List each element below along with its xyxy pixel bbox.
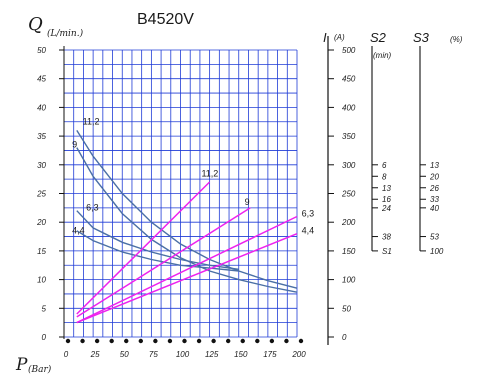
x-axis-dot — [196, 338, 202, 344]
x-tick-label: 25 — [90, 350, 100, 359]
x-axis-dot — [94, 338, 100, 344]
x-axis-dot — [211, 338, 216, 344]
flow-curve — [76, 210, 239, 270]
current-axis-label: I — [323, 30, 327, 45]
x-axis-dot — [298, 338, 304, 344]
s2-tick-label: 8 — [382, 172, 387, 181]
x-axis-dot — [182, 338, 187, 344]
current-tick-label: 350 — [342, 132, 356, 141]
flow-curve — [76, 230, 239, 272]
x-axis-dot — [269, 338, 275, 344]
curve-label: 11,2 — [201, 168, 218, 178]
current-line — [76, 215, 298, 324]
x-axis-dot — [255, 338, 260, 344]
x-tick-label: 100 — [176, 350, 190, 359]
s3-axis-label: S3 — [413, 30, 430, 45]
flow-curves — [76, 130, 298, 293]
current-tick-label: 500 — [342, 46, 356, 55]
y-tick-label: 45 — [37, 75, 46, 84]
y-tick-label: 30 — [37, 161, 46, 170]
current-lines — [76, 181, 298, 324]
y-tick-label: 20 — [36, 218, 46, 227]
s3-tick-label: 100 — [430, 247, 444, 256]
y-tick-label: 5 — [42, 304, 47, 313]
chart-title: B4520V — [137, 11, 194, 28]
curve-label: 6,3 — [86, 203, 99, 213]
y-tick-label: 35 — [37, 132, 46, 141]
current-line — [76, 233, 298, 324]
x-axis-dot — [124, 338, 129, 344]
x-tick-label: 75 — [149, 350, 158, 359]
y-tick-label: 25 — [36, 190, 46, 199]
x-axis-ticks: 0 25 50 75 100 125 150 175 200 — [64, 338, 306, 359]
x-tick-label: 150 — [234, 350, 248, 359]
x-axis-dot — [138, 338, 144, 344]
s3-axis-unit: (%) — [450, 35, 463, 44]
s2-tick-label: 24 — [381, 204, 391, 213]
s2-axis-unit: (min) — [373, 51, 392, 60]
flow-curve — [76, 130, 298, 289]
flow-curve — [76, 147, 298, 293]
s3-tick-label: 33 — [430, 195, 439, 204]
curve-label: 9 — [72, 140, 77, 150]
s3-tick-label: 40 — [430, 204, 439, 213]
curve-label: 4,4 — [302, 226, 315, 236]
current-line — [76, 207, 251, 318]
current-tick-label: 450 — [342, 75, 356, 84]
s3-tick-label: 26 — [429, 184, 439, 193]
y-axis-ticks: 0 5 10 15 20 25 30 35 40 45 50 — [36, 46, 64, 342]
y-axis-unit: (L/min.) — [47, 28, 84, 39]
y-tick-label: 10 — [37, 276, 46, 285]
x-axis-unit: (Bar) — [28, 364, 52, 375]
current-tick-label: 250 — [341, 190, 356, 199]
current-tick-label: 300 — [342, 161, 356, 170]
s3-tick-label: 20 — [429, 172, 439, 181]
curve-label: 6,3 — [302, 208, 315, 218]
s2-tick-label: 13 — [382, 184, 391, 193]
y-tick-label: 0 — [42, 333, 47, 342]
s2-tick-label: S1 — [382, 247, 392, 256]
s3-tick-label: 53 — [430, 233, 439, 242]
curve-label: 9 — [245, 197, 250, 207]
current-line — [76, 181, 211, 315]
y-tick-label: 50 — [37, 46, 46, 55]
curve-label: 4,4 — [72, 226, 85, 236]
current-tick-label: 200 — [341, 218, 356, 227]
s3-tick-label: 13 — [430, 161, 439, 170]
y-axis-label: Q — [28, 14, 43, 35]
x-tick-label: 200 — [291, 350, 306, 359]
x-axis-label: P — [15, 355, 28, 375]
current-tick-label: 400 — [342, 103, 356, 112]
x-axis-dot — [284, 338, 289, 344]
y-tick-label: 15 — [37, 247, 46, 256]
x-axis-dot — [225, 338, 231, 344]
x-axis-dot — [80, 338, 85, 344]
current-tick-label: 150 — [342, 247, 356, 256]
current-tick-label: 0 — [342, 333, 347, 342]
x-axis-dot — [167, 338, 173, 344]
x-axis-dot — [153, 338, 158, 344]
s2-axis-label: S2 — [370, 30, 387, 45]
curve-labels: 11,2 9 6,3 4,4 11,2 9 6,3 4,4 — [72, 117, 314, 236]
x-tick-label: 50 — [120, 350, 129, 359]
s2-tick-label: 6 — [382, 161, 387, 170]
chart-grid — [63, 46, 298, 339]
s2-tick-label: 38 — [382, 233, 391, 242]
x-axis-dot — [65, 338, 71, 344]
current-tick-label: 100 — [342, 276, 356, 285]
s2-tick-label: 16 — [382, 195, 391, 204]
x-axis-dot — [240, 338, 245, 344]
x-tick-label: 0 — [64, 350, 69, 359]
curve-label: 11,2 — [83, 117, 100, 127]
x-tick-label: 175 — [263, 350, 277, 359]
current-tick-label: 50 — [342, 304, 351, 313]
current-axis-unit: (A) — [334, 33, 345, 42]
x-axis-dot — [109, 338, 114, 344]
x-tick-label: 125 — [205, 350, 219, 359]
y-tick-label: 40 — [37, 103, 46, 112]
